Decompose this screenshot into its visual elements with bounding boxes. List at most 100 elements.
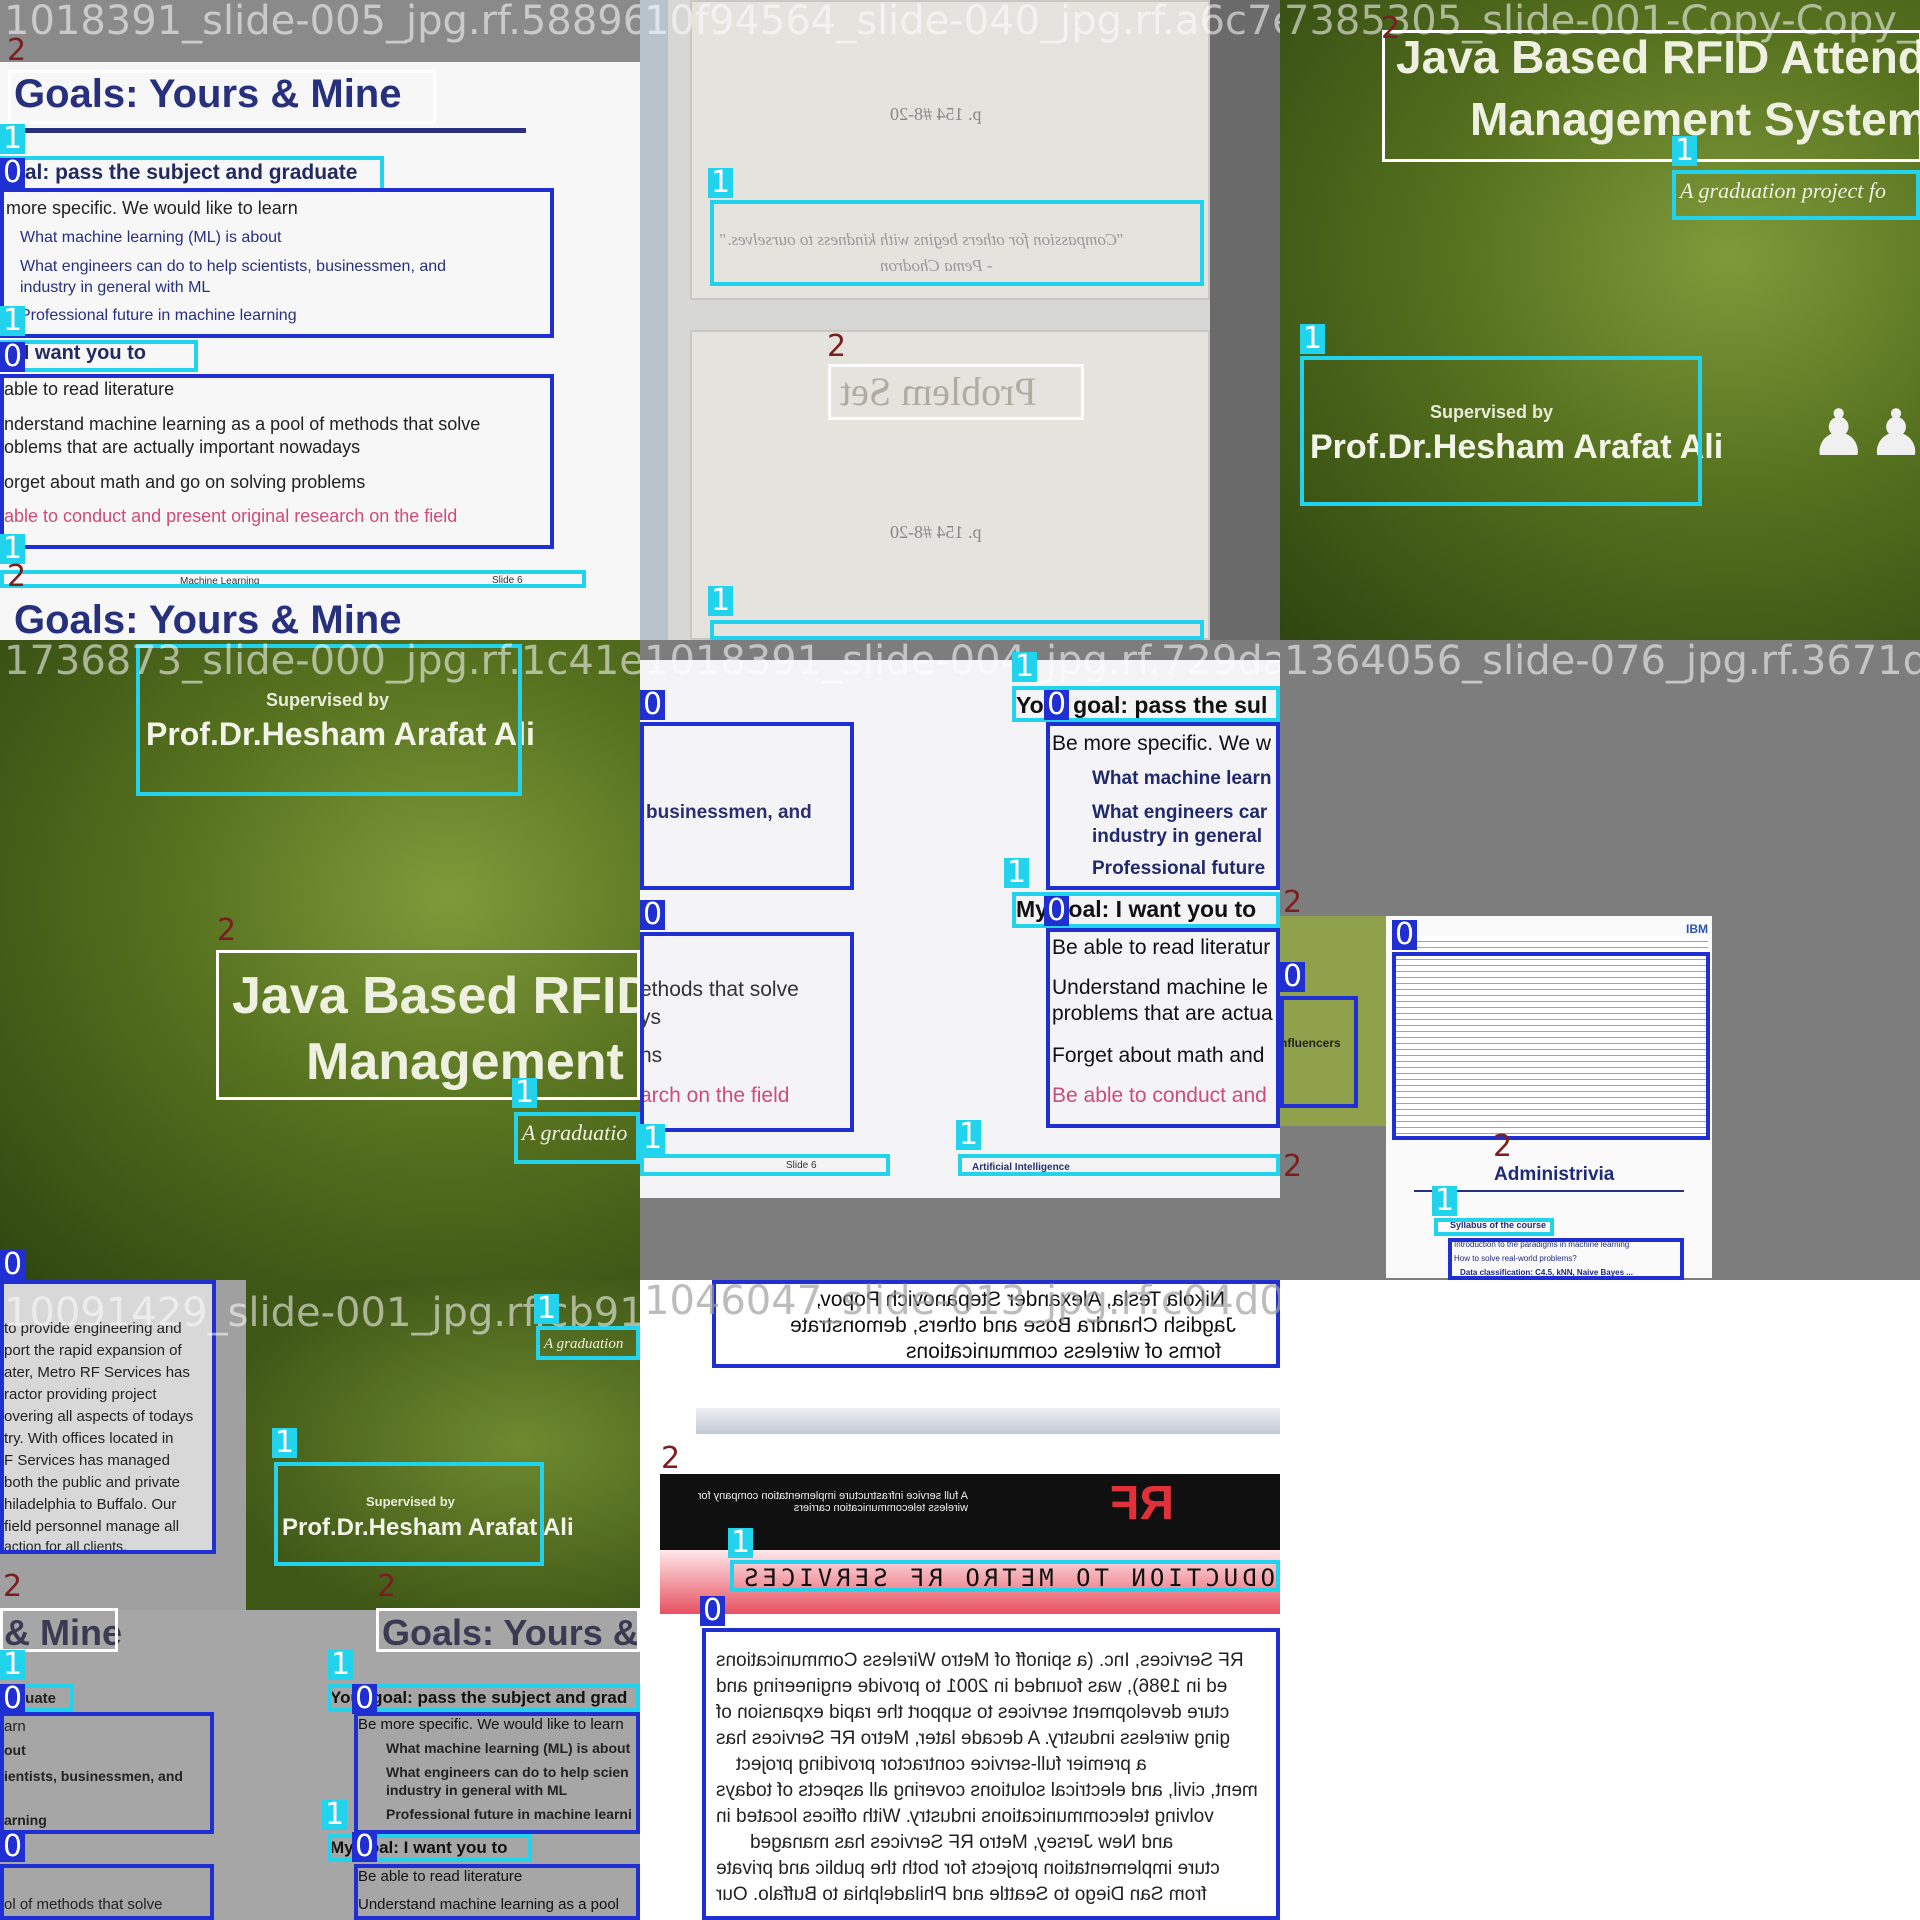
tag-class-0: 0 [1280, 962, 1306, 992]
box-class-1 [328, 1684, 640, 1712]
box-class-0 [0, 1712, 214, 1834]
sub-bullet: What machine learning (ML) is about [386, 1740, 631, 1756]
tag-class-0: 0 [352, 1832, 378, 1862]
tag-class-2: 2 [7, 33, 27, 68]
company-logo: RF [1110, 1477, 1174, 1530]
box-class-0 [1392, 952, 1710, 1140]
slide-number: Slide 6 [492, 575, 523, 586]
bullet-text: able to conduct and present original res… [4, 506, 458, 526]
bullet-text: ientists, businessmen, and [4, 1768, 183, 1784]
bullet-text: Be able to conduct and [1052, 1084, 1267, 1107]
box-class-2 [1382, 30, 1920, 162]
bullet-text: ns [640, 1044, 663, 1067]
tag-class-1: 1 [0, 1650, 26, 1680]
supervisor-name: Prof.Dr.Hesham Arafat Ali [282, 1514, 574, 1541]
paragraph-line: to provide engineering and [4, 1320, 182, 1337]
tag-class-0: 0 [640, 900, 666, 930]
bullet-text: oblems that are actually important nowad… [4, 437, 361, 457]
tag-class-1: 1 [956, 1120, 982, 1150]
tag-class-0: 0 [0, 1832, 26, 1862]
paragraph-line: ater, Metro RF Services has [4, 1364, 190, 1381]
bullet-text: Be able to read literatur [1052, 936, 1271, 959]
supervisor-name: Prof.Dr.Hesham Arafat Ali [1310, 428, 1724, 466]
tag-class-2: 2 [217, 913, 237, 948]
sub-bullet: What engineers can do to help scien [386, 1764, 629, 1780]
tag-class-2: 2 [7, 559, 27, 594]
tag-class-1: 1 [1012, 652, 1038, 682]
project-subtitle: A graduatio [522, 1120, 628, 1145]
tag-class-1: 1 [0, 306, 26, 336]
tag-class-0: 0 [1392, 920, 1418, 950]
bullet-text: ys [640, 1006, 661, 1029]
tile-rfid-title-2: 1736873_slide-000_jpg.rf.1c41ee2d4f Supe… [0, 640, 640, 1280]
bullet-text: Forget about math and [1052, 1044, 1265, 1067]
tag-class-2: 2 [1283, 1149, 1303, 1184]
brand-logo: IBM [1686, 922, 1708, 936]
sub-bullet: Professional future [1092, 858, 1266, 879]
box-class-0 [1280, 996, 1358, 1108]
box-class-0 [0, 1864, 214, 1920]
box-class-2 [8, 70, 436, 124]
box-class-0 [1046, 722, 1280, 890]
box-class-2 [828, 364, 1084, 420]
tag-class-1: 1 [1432, 1186, 1458, 1216]
sub-bullet: industry in general with ML [20, 279, 211, 296]
bullet-text: arch on the field [640, 1084, 790, 1107]
tag-class-1: 1 [1672, 136, 1698, 166]
goal-heading: l: I want you to [6, 342, 146, 364]
sub-bullet: Professional future in machine learning [20, 307, 297, 324]
slide-title-bottom: Goals: Yours & Mine [14, 598, 402, 640]
tag-class-2: 2 [3, 1569, 23, 1604]
tag-class-2: 2 [1283, 885, 1303, 920]
bullet-text: Be more specific. We w [1052, 732, 1272, 755]
tag-class-1: 1 [708, 168, 734, 198]
tile-ai-goals-slide: 1018391_slide-004_jpg.rf.729dad265c busi… [640, 640, 1280, 1280]
paragraph-line: both the public and private [4, 1474, 180, 1491]
box-class-1 [710, 620, 1204, 640]
tag-class-0: 0 [0, 158, 26, 188]
tag-class-2: 2 [661, 1441, 681, 1476]
bullet-text: out [4, 1742, 26, 1758]
box-class-0 [640, 932, 854, 1132]
tag-class-0: 0 [1044, 690, 1070, 720]
box-class-0 [702, 1628, 1280, 1920]
sub-bullet: industry in general with ML [386, 1782, 568, 1798]
date-text: p. 154 #8-20 [890, 104, 982, 124]
supervisor-name: Prof.Dr.Hesham Arafat Ali [146, 716, 535, 752]
box-class-1 [136, 644, 522, 796]
box-class-1 [710, 200, 1204, 286]
box-class-1 [958, 1154, 1280, 1176]
company-banner: A full service infrastructure implementa… [697, 1490, 968, 1514]
box-class-0 [354, 1864, 640, 1920]
tag-class-1: 1 [1004, 858, 1030, 888]
box-class-2 [376, 1608, 640, 1652]
tag-class-0: 0 [0, 1250, 26, 1280]
title-underline [10, 128, 526, 133]
bullet-text: arning [4, 1812, 47, 1828]
box-class-2 [0, 1608, 118, 1652]
paragraph-line: hiladelphia to Buffalo. Our [4, 1496, 177, 1513]
tag-class-2: 2 [1493, 1129, 1513, 1164]
box-class-1 [328, 1834, 532, 1862]
slide-title: Goals: Yours & [382, 1612, 639, 1653]
box-class-1 [640, 1154, 890, 1176]
box-class-0 [0, 374, 554, 549]
box-class-0 [0, 1280, 216, 1554]
box-class-0 [640, 722, 854, 890]
paragraph-line: field personnel manage all [4, 1518, 180, 1535]
tag-class-2: 2 [377, 1569, 397, 1604]
box-class-1 [1012, 686, 1280, 722]
bullet-text: ethods that solve [640, 978, 799, 1001]
bullet-text: able to read literature [4, 379, 175, 399]
tag-class-0: 0 [640, 690, 666, 720]
supervised-label: Supervised by [366, 1494, 455, 1509]
paragraph-line: try. With offices located in [4, 1430, 174, 1447]
bullet-text: Understand machine learning as a pool [358, 1896, 619, 1913]
box-class-1 [1012, 892, 1280, 928]
project-title: Java Based RFID Attenda [1396, 31, 1920, 83]
slide-title: & Mine [4, 1612, 123, 1653]
bullet-text: problems that are actua [1052, 1002, 1273, 1025]
box-class-1 [1434, 1218, 1554, 1236]
list-item: Syllabus of the course [1450, 1220, 1547, 1230]
